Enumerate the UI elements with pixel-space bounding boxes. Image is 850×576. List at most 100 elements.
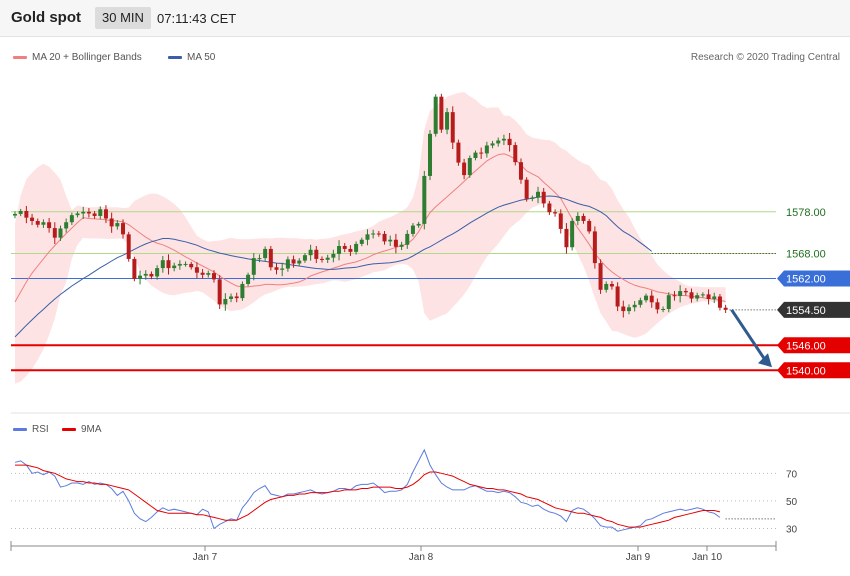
price-label-5: 1540.00	[786, 365, 826, 377]
candle-body	[382, 233, 387, 242]
legend-ma9-label: 9MA	[81, 424, 102, 435]
bollinger-band	[15, 92, 726, 384]
candle-body	[626, 307, 631, 312]
header-bar: Gold spot 30 MIN 07:11:43 CET	[0, 0, 850, 37]
candle-body	[274, 267, 279, 270]
candle-body	[570, 220, 575, 248]
candle-body	[337, 246, 342, 254]
x-tick-label-1: Jan 8	[409, 552, 434, 563]
candle-body	[160, 260, 165, 269]
candle-body	[564, 228, 569, 248]
candle-body	[513, 145, 518, 163]
legend-ma50: MA 50	[168, 52, 215, 63]
candle-body	[206, 273, 211, 275]
legend-rsi: RSI	[13, 424, 49, 435]
candle-body	[223, 298, 228, 305]
candle-body	[388, 239, 393, 242]
candle-body	[450, 112, 455, 143]
candle-body	[416, 223, 421, 226]
price-label-0: 1578.00	[786, 207, 826, 219]
arrow-head	[758, 353, 772, 368]
candle-body	[342, 246, 347, 249]
candle-body	[183, 263, 188, 265]
candle-body	[126, 234, 131, 259]
price-tag-5	[777, 362, 850, 379]
candle-body	[672, 295, 677, 297]
candle-body	[177, 263, 182, 266]
candle-body	[371, 233, 376, 235]
candle-body	[644, 295, 649, 301]
candles	[13, 93, 728, 318]
candle-body	[547, 203, 552, 213]
candle-body	[308, 249, 313, 256]
candle-body	[609, 283, 614, 287]
price-label-2: 1562.00	[786, 274, 826, 286]
candle-body	[689, 292, 694, 299]
candle-body	[439, 96, 444, 130]
candle-body	[541, 191, 546, 204]
candle-body	[490, 143, 495, 146]
candle-body	[621, 306, 626, 312]
rsi-tick-label-70: 70	[786, 469, 798, 480]
price-labels: 1578.00 1568.00 1562.00 1554.50 1546.00 1540.…	[777, 207, 850, 379]
credit-text: Research © 2020 Trading Central	[690, 52, 840, 63]
candle-body	[251, 258, 256, 275]
rsi-line	[14, 448, 721, 532]
candle-body	[712, 296, 717, 299]
candle-body	[700, 294, 705, 296]
candle-body	[393, 239, 398, 247]
candle-body	[524, 179, 529, 199]
candle-body	[456, 142, 461, 163]
candle-body	[655, 302, 660, 310]
candle-body	[263, 248, 268, 259]
candle-body	[319, 258, 324, 260]
candle-body	[47, 222, 52, 229]
x-axis: Jan 7 Jan 8 Jan 9 Jan 10	[10, 541, 777, 563]
candle-body	[376, 233, 381, 235]
candle-body	[149, 273, 154, 277]
candle-body	[229, 296, 234, 299]
candle-body	[115, 223, 120, 227]
ma50-swatch	[168, 56, 182, 59]
candle-body	[246, 274, 251, 284]
candle-body	[592, 231, 597, 264]
candle-body	[581, 215, 586, 221]
candle-body	[473, 152, 478, 159]
candle-body	[479, 152, 484, 154]
candle-body	[155, 268, 160, 277]
candle-body	[661, 308, 666, 310]
candle-body	[553, 212, 558, 214]
candle-body	[18, 210, 23, 214]
candle-body	[98, 209, 103, 216]
candle-body	[530, 197, 535, 199]
candle-body	[604, 283, 609, 290]
candle-body	[302, 255, 307, 261]
candle-body	[234, 296, 239, 299]
candle-body	[280, 268, 285, 270]
candle-body	[58, 228, 63, 238]
candle-body	[172, 265, 177, 269]
timeframe-button[interactable]: 30 MIN	[95, 7, 151, 29]
candle-body	[291, 259, 296, 264]
arrow-shaft	[730, 308, 768, 363]
candle-body	[138, 275, 143, 279]
price-tag-4	[777, 337, 850, 354]
candle-body	[615, 286, 620, 307]
candle-body	[405, 233, 410, 245]
candle-body	[240, 283, 245, 299]
ma9-swatch	[62, 428, 76, 431]
rsi-tick-label-30: 30	[786, 524, 798, 535]
candle-body	[211, 273, 216, 280]
candle-body	[92, 213, 97, 216]
candle-body	[189, 263, 194, 268]
x-tick-label-2: Jan 9	[626, 552, 651, 563]
ma20-line	[14, 153, 726, 303]
candle-body	[536, 191, 541, 198]
candle-body	[217, 279, 222, 305]
candle-body	[678, 291, 683, 297]
price-label-4: 1546.00	[786, 340, 826, 352]
candle-body	[717, 296, 722, 308]
candle-body	[30, 217, 35, 221]
candle-body	[35, 220, 40, 225]
candle-body	[462, 162, 467, 176]
